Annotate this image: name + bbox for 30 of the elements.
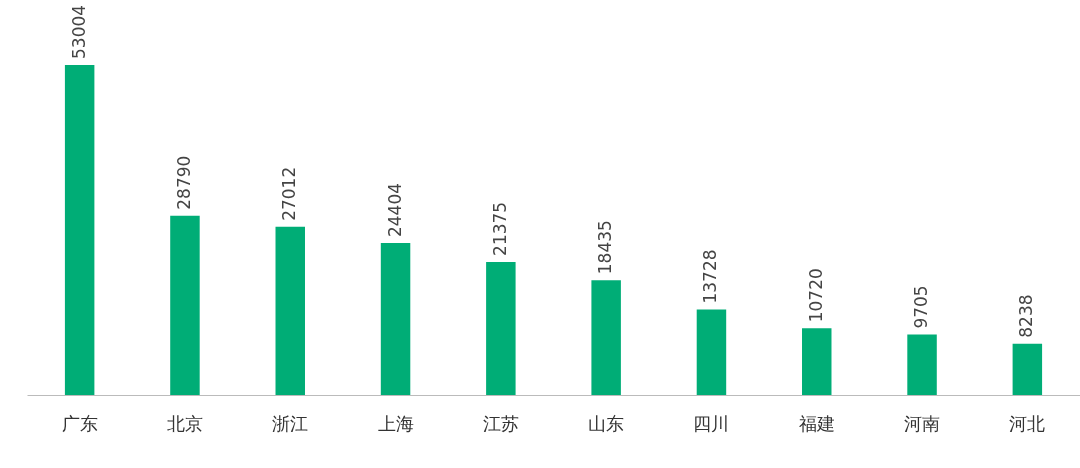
x-tick-label: 四川	[693, 412, 730, 434]
data-label: 53004	[68, 4, 89, 59]
x-tick-label: 北京	[166, 412, 203, 434]
data-label: 8238	[1016, 294, 1037, 338]
data-label: 21375	[489, 201, 510, 256]
bar	[696, 309, 727, 395]
bar	[591, 280, 621, 395]
data-label: 18435	[595, 220, 616, 275]
bar	[170, 215, 200, 395]
x-tick-label: 福建	[798, 412, 835, 434]
bar	[275, 226, 305, 395]
bar	[802, 328, 832, 395]
x-tick-label: 河北	[1009, 412, 1046, 434]
data-label: 28790	[173, 155, 194, 210]
x-tick-label: 山东	[588, 412, 625, 434]
x-tick-label: 上海	[377, 412, 414, 434]
x-tick-label: 河南	[904, 412, 941, 434]
x-tick-label: 浙江	[272, 412, 309, 434]
data-label: 24404	[384, 182, 405, 238]
x-tick-label: 广东	[61, 412, 98, 434]
bar	[1012, 343, 1043, 395]
data-label: 13728	[700, 249, 721, 304]
bar	[486, 261, 516, 395]
bar	[380, 243, 411, 395]
data-label: 27012	[279, 166, 300, 221]
x-tick-label: 江苏	[482, 412, 519, 434]
data-label: 10720	[805, 268, 826, 323]
data-label: 9705	[911, 285, 932, 329]
bar	[64, 65, 95, 395]
bar	[907, 334, 937, 395]
